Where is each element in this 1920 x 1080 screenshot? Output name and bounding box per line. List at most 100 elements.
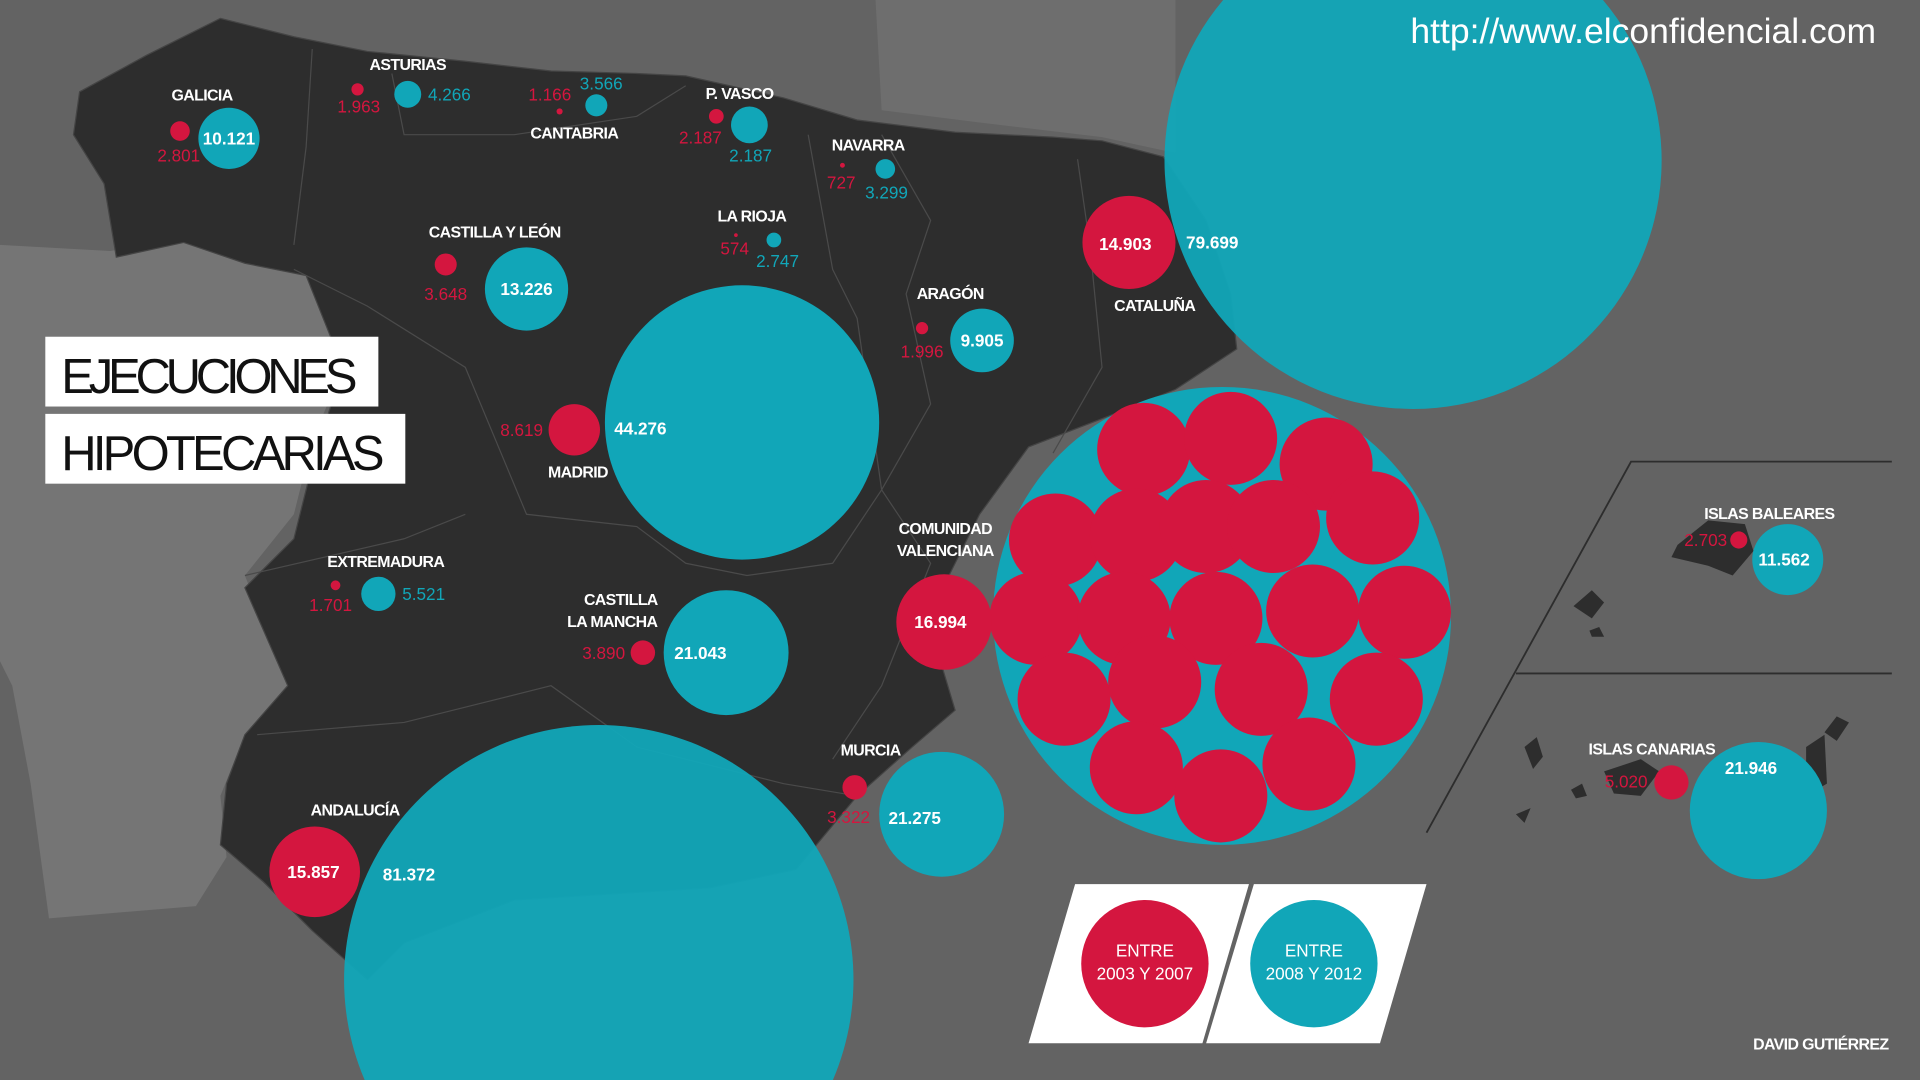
value-2003-2007: 15.857	[287, 862, 339, 882]
packed-unit-circle	[1159, 480, 1253, 574]
bubble-2003-2007	[330, 580, 341, 591]
value-2008-2012: 9.905	[961, 331, 1004, 351]
value-2008-2012: 10.121	[203, 128, 256, 148]
value-2003-2007: 14.903	[1099, 234, 1151, 254]
packed-unit-circle	[989, 571, 1083, 665]
bubble-2008-2012	[484, 247, 569, 331]
bubble-2003-2007	[1654, 765, 1689, 800]
value-2003-2007: 727	[827, 173, 856, 193]
portugal-land	[0, 238, 343, 919]
value-2003-2007: 1.963	[337, 97, 380, 117]
value-2008-2012: 13.226	[500, 279, 552, 299]
bubble-2008-2012	[198, 107, 260, 169]
bubble-2003-2007	[556, 108, 563, 115]
packed-unit-circle	[1214, 642, 1308, 736]
packed-unit-circle	[1226, 480, 1320, 574]
inset-frames	[1425, 460, 1892, 834]
legend-swatch-2003-2007	[1081, 900, 1209, 1028]
packed-unit-circle	[1169, 571, 1263, 665]
region-label: GALICIA	[171, 87, 233, 104]
legend-label-2-line1: ENTRE	[1285, 940, 1343, 960]
bubble-2008-2012	[1689, 742, 1827, 880]
value-2008-2012: 11.562	[1758, 550, 1809, 570]
value-2008-2012: 3.299	[865, 182, 908, 202]
bubble-2003-2007	[170, 121, 190, 141]
packed-unit-circle	[1108, 635, 1202, 729]
title-line1: EJECUCIONES	[61, 350, 357, 404]
value-2003-2007: 3.648	[424, 284, 467, 304]
value-2003-2007: 3.890	[582, 643, 625, 663]
bubble-2008-2012	[950, 308, 1014, 373]
legend: ENTRE 2003 Y 2007 ENTRE 2008 Y 2012	[1028, 884, 1427, 1044]
france-land	[875, 0, 1176, 154]
bubble-2008-2012	[879, 751, 1005, 877]
region-asturias: 1.963 4.266 ASTURIAS	[337, 57, 470, 117]
bubble-2003-2007	[434, 253, 457, 276]
region-label: ISLAS BALEARES	[1704, 506, 1834, 523]
bubble-2003-2007	[842, 775, 867, 800]
source-url[interactable]: http://www.elconfidencial.com	[1410, 11, 1876, 51]
value-2008-2012: 81.372	[383, 864, 435, 884]
packed-unit-circle	[1097, 402, 1191, 496]
value-2008-2012: 21.043	[674, 643, 726, 663]
value-2003-2007: 3.322	[827, 807, 870, 827]
region-baleares: 2.703 11.562 ISLAS BALEARES	[1684, 506, 1835, 596]
value-2008-2012: 2.747	[756, 251, 799, 271]
region-label: ANDALUCÍA	[311, 801, 401, 820]
region-borders	[244, 48, 1103, 797]
value-2003-2007: 5.020	[1605, 771, 1648, 791]
value-2003-2007: 1.701	[309, 595, 352, 615]
packed-unit-circle	[1174, 749, 1268, 843]
bubble-2008-2012	[344, 725, 854, 1080]
region-label: MURCIA	[841, 743, 902, 760]
region-andalucia: 15.857 81.372 ANDALUCÍA	[269, 725, 854, 1080]
bubble-2008-2012	[663, 590, 789, 716]
region-madrid: 8.619 44.276 MADRID	[500, 285, 880, 560]
value-2008-2012: 21.946	[1725, 758, 1777, 778]
value-2008-2012: 79.699	[1186, 233, 1238, 253]
region-aragon: 1.996 9.905 ARAGÓN	[901, 284, 1014, 373]
region-label: CASTILLA Y LEÓN	[429, 223, 561, 242]
region-label: ASTURIAS	[370, 57, 446, 74]
bubble-2003-2007	[734, 233, 738, 237]
value-2008-2012: 4.266	[428, 84, 471, 104]
region-castilla-la-mancha: 3.890 21.043 CASTILLA LA MANCHA	[567, 590, 789, 716]
region-la-rioja: 574 2.747 LA RIOJA	[717, 209, 799, 271]
packed-unit-circle	[1329, 652, 1423, 746]
region-label-line2: LA MANCHA	[567, 614, 658, 631]
packed-unit-circle	[1262, 717, 1356, 811]
packed-unit-circle	[1017, 652, 1111, 746]
region-label: ISLAS CANARIAS	[1589, 741, 1716, 758]
title-line2: HIPOTECARIAS	[61, 427, 384, 481]
packed-unit-circle	[1357, 565, 1452, 659]
bubble-2003-2007	[840, 162, 845, 168]
region-murcia: 3.322 21.275 MURCIA	[827, 743, 1005, 877]
region-cantabria: 1.166 3.566 CANTABRIA	[528, 73, 622, 142]
region-label: LA RIOJA	[717, 209, 787, 226]
bubble-2003-2007	[915, 322, 929, 335]
region-valenciana: 16.994 COMUNIDAD VALENCIANA	[896, 386, 1452, 845]
bubble-2008-2012	[875, 159, 896, 179]
region-pais-vasco: 2.187 2.187 P. VASCO	[679, 86, 774, 165]
bubble-2003-2007	[896, 574, 992, 670]
region-navarra: 727 3.299 NAVARRA	[827, 138, 908, 203]
region-label: CATALUÑA	[1114, 295, 1196, 315]
bubble-2003-2007	[351, 83, 364, 96]
packed-unit-circle	[1326, 471, 1420, 565]
author-credit: DAVID GUTIÉRREZ	[1753, 1034, 1889, 1053]
legend-label-1-line2: 2003 Y 2007	[1097, 964, 1194, 984]
packed-unit-circle	[1089, 488, 1183, 582]
bubble-2008-2012	[585, 94, 608, 117]
region-label: NAVARRA	[832, 138, 906, 155]
region-extremadura: 1.701 5.521 EXTREMADURA	[309, 554, 446, 615]
legend-label-2-line2: 2008 Y 2012	[1266, 964, 1363, 984]
packed-unit-circle	[1184, 391, 1278, 485]
value-2003-2007: 8.619	[500, 420, 543, 440]
value-2003-2007: 16.994	[914, 612, 967, 632]
bubble-2003-2007	[1730, 531, 1748, 549]
bubble-2003-2007	[708, 108, 724, 124]
legend-swatch-2008-2012	[1250, 900, 1378, 1028]
region-label-line1: COMUNIDAD	[899, 521, 993, 538]
value-2003-2007: 2.801	[157, 146, 200, 166]
